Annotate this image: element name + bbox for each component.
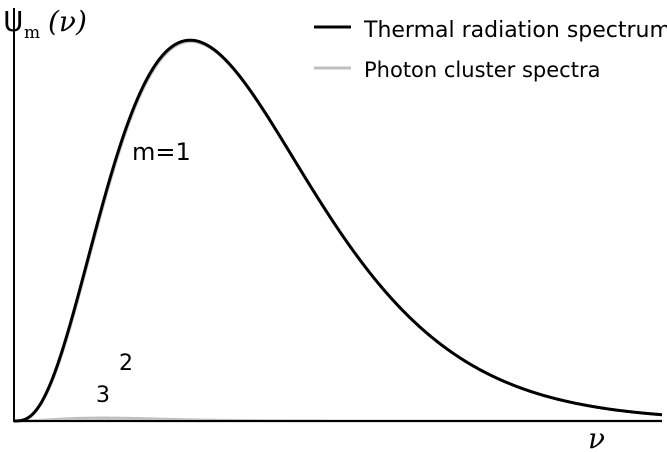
legend-label-cluster: Photon cluster spectra <box>364 58 600 82</box>
x-axis-label: ν <box>588 422 605 452</box>
y-axis-label-main: U <box>3 5 24 38</box>
legend-label-thermal: Thermal radiation spectrum <box>363 18 667 43</box>
curve-label-m2: 2 <box>119 351 133 376</box>
y-axis-label: U m (ν) <box>3 5 87 43</box>
y-axis-label-subscript: m <box>24 23 40 43</box>
curve-label-m3: 3 <box>96 383 110 408</box>
legend: Thermal radiation spectrum Photon cluste… <box>314 18 667 82</box>
y-axis-label-argument: (ν) <box>48 5 87 38</box>
thermal-curve <box>13 38 663 423</box>
curve-label-m1: m=1 <box>132 138 191 166</box>
